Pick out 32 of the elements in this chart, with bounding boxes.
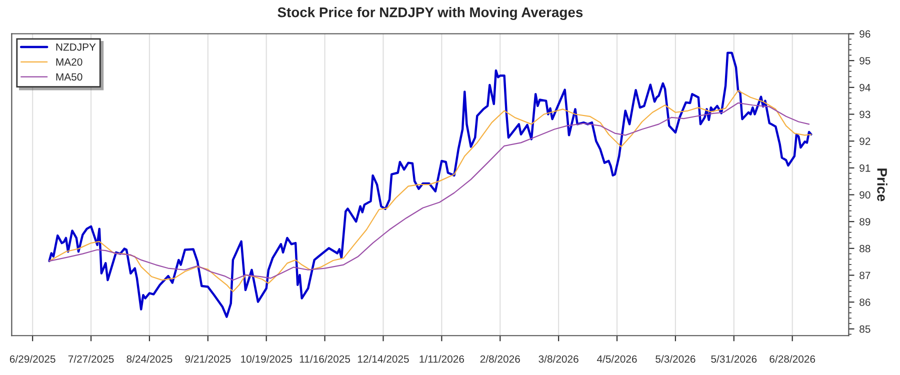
x-tick-label: 10/19/2025 (241, 355, 292, 363)
y-tick-label: 86 (860, 298, 870, 306)
chart-title: Stock Price for NZDJPY with Moving Averages (278, 7, 583, 20)
y-tick-label: 90 (860, 191, 870, 199)
legend-label: NZDJPY (56, 44, 96, 51)
x-tick-label: 2/8/2026 (480, 355, 520, 363)
x-tick-label: 5/3/2026 (656, 355, 696, 363)
x-tick-label: 12/14/2025 (358, 355, 409, 363)
x-tick-label: 3/8/2026 (538, 355, 578, 363)
y-tick-label: 96 (860, 30, 870, 38)
y-tick-label: 93 (860, 110, 870, 118)
y-tick-label: 95 (860, 57, 870, 64)
y-axis-title: Price (877, 168, 888, 202)
y-tick-label: 88 (860, 244, 870, 252)
x-tick-label: 9/21/2025 (185, 355, 231, 363)
legend-label: MA20 (56, 58, 82, 66)
y-tick-label: 94 (860, 84, 870, 92)
x-tick-label: 6/28/2026 (770, 355, 816, 363)
x-tick-label: 4/5/2026 (596, 355, 637, 363)
x-tick-label: 8/24/2025 (126, 355, 172, 363)
x-tick-label: 7/27/2025 (68, 355, 114, 363)
y-tick-label: 91 (860, 164, 870, 172)
legend-label: MA50 (56, 73, 82, 81)
y-tick-label: 92 (860, 138, 870, 145)
x-tick-label: 1/11/2026 (420, 355, 464, 363)
x-tick-label: 11/16/2025 (300, 355, 350, 363)
y-tick-label: 85 (860, 325, 870, 333)
line-series (48, 52, 812, 318)
y-tick-label: 87 (860, 272, 870, 280)
y-tick-label: 89 (860, 218, 870, 226)
x-tick-label: 6/29/2025 (10, 355, 56, 363)
x-tick-label: 5/31/2026 (711, 355, 757, 363)
